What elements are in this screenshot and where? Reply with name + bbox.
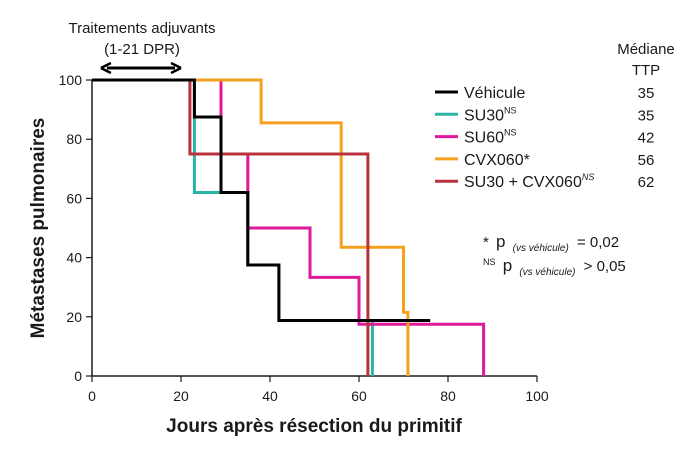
pvalue-relation: = 0,02 xyxy=(577,234,619,251)
x-tick-label: 0 xyxy=(88,388,96,404)
median-value-1: 35 xyxy=(638,107,655,124)
y-tick-label: 40 xyxy=(66,250,82,266)
arrow-head-left xyxy=(100,61,112,75)
svg-text:NS p (vs véhicule): NS p (vs véhicule) > 0,05 xyxy=(483,252,626,279)
y-tick-label: 80 xyxy=(66,131,82,147)
y-tick-label: 60 xyxy=(66,190,82,206)
median-header-ttp: TTP xyxy=(632,62,660,79)
pvalue-relation: > 0,05 xyxy=(584,258,626,275)
x-tick-label: 20 xyxy=(173,388,189,404)
series-line-3 xyxy=(92,78,410,376)
median-value-2: 42 xyxy=(638,130,655,147)
pvalue-sub: (vs véhicule) xyxy=(513,243,569,254)
series-lines xyxy=(92,78,486,376)
x-tick-label: 80 xyxy=(440,388,456,404)
pvalue-annotation-2: NS p (vs véhicule) > 0,05 xyxy=(483,252,626,279)
x-tick-label: 100 xyxy=(525,388,549,404)
pvalue-prefix: * xyxy=(483,234,489,251)
y-tick-label: 0 xyxy=(74,368,82,384)
legend-label-1: SU30NS xyxy=(464,105,517,124)
axis-ticks: 0 20 40 60 80 100 0 20 40 60 80 100 xyxy=(59,72,549,404)
median-value-3: 56 xyxy=(638,152,655,169)
treatment-range: (1-21 DPR) xyxy=(104,41,180,58)
series-line-0 xyxy=(92,78,431,322)
y-tick-label: 20 xyxy=(66,309,82,325)
legend-label-2: SU60NS xyxy=(464,128,517,147)
x-axis-label: Jours après résection du primitif xyxy=(166,416,462,437)
pvalue-prefix: NS xyxy=(483,257,496,267)
legend: Véhicule 35 SU30NS 35 SU60NS 42 CVX060* 56 SU30 … xyxy=(435,85,654,191)
median-value-0: 35 xyxy=(638,85,655,102)
treatment-label: Traitements adjuvants xyxy=(68,20,215,37)
pvalue-annotation-1: * p (vs véhicule) = 0,02 xyxy=(483,232,619,255)
pvalue-p: p xyxy=(503,256,512,275)
x-tick-label: 60 xyxy=(351,388,367,404)
arrow-head-right xyxy=(170,61,182,75)
svg-text:* p (vs véhicule): * p (vs véhicule) = 0,02 xyxy=(483,232,619,255)
legend-label-4: SU30 + CVX060NS xyxy=(464,172,594,191)
pvalue-p: p xyxy=(496,232,505,251)
x-tick-label: 40 xyxy=(262,388,278,404)
median-value-4: 62 xyxy=(638,174,655,191)
legend-label-3: CVX060* xyxy=(464,152,530,169)
pvalue-sub: (vs véhicule) xyxy=(519,267,575,278)
y-tick-label: 100 xyxy=(59,72,83,88)
y-axis-label: Métastases pulmonaires xyxy=(28,118,49,339)
legend-label-0: Véhicule xyxy=(464,85,525,102)
median-header: Médiane xyxy=(617,41,675,58)
treatment-arrow xyxy=(100,61,182,75)
